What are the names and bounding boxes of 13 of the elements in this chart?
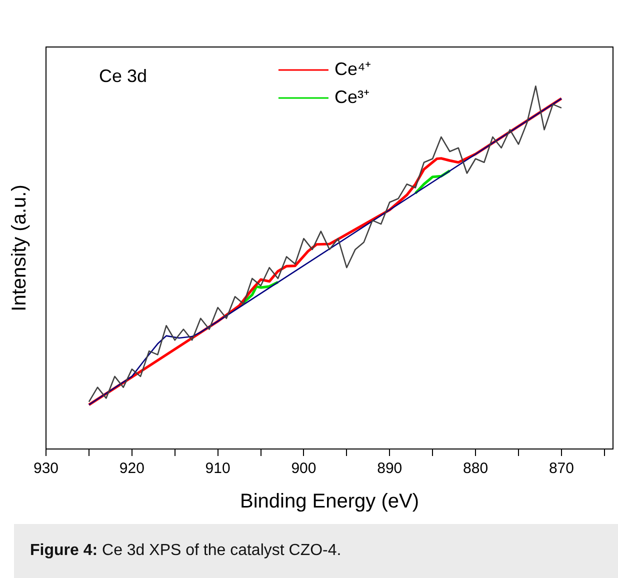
x-tick-label: 900 — [291, 460, 316, 478]
x-tick-label: 930 — [33, 460, 59, 478]
x-axis-title: Binding Energy (eV) — [240, 490, 419, 513]
text: Ce 3d — [99, 66, 148, 86]
x-tick-label: 880 — [463, 460, 488, 478]
x-tick-label: 920 — [119, 460, 144, 478]
x-tick-label: 910 — [205, 460, 230, 478]
legend-label: Ce³⁺ — [334, 86, 370, 107]
legend-label: Ce⁴⁺ — [334, 58, 372, 79]
x-tick-label: 870 — [548, 460, 574, 478]
y-axis-title: Intensity (a.u.) — [8, 184, 31, 312]
x-tick-label: 890 — [377, 460, 402, 478]
caption: Figure 4: Ce 3d XPS of the catalyst CZO-4. — [14, 524, 618, 578]
